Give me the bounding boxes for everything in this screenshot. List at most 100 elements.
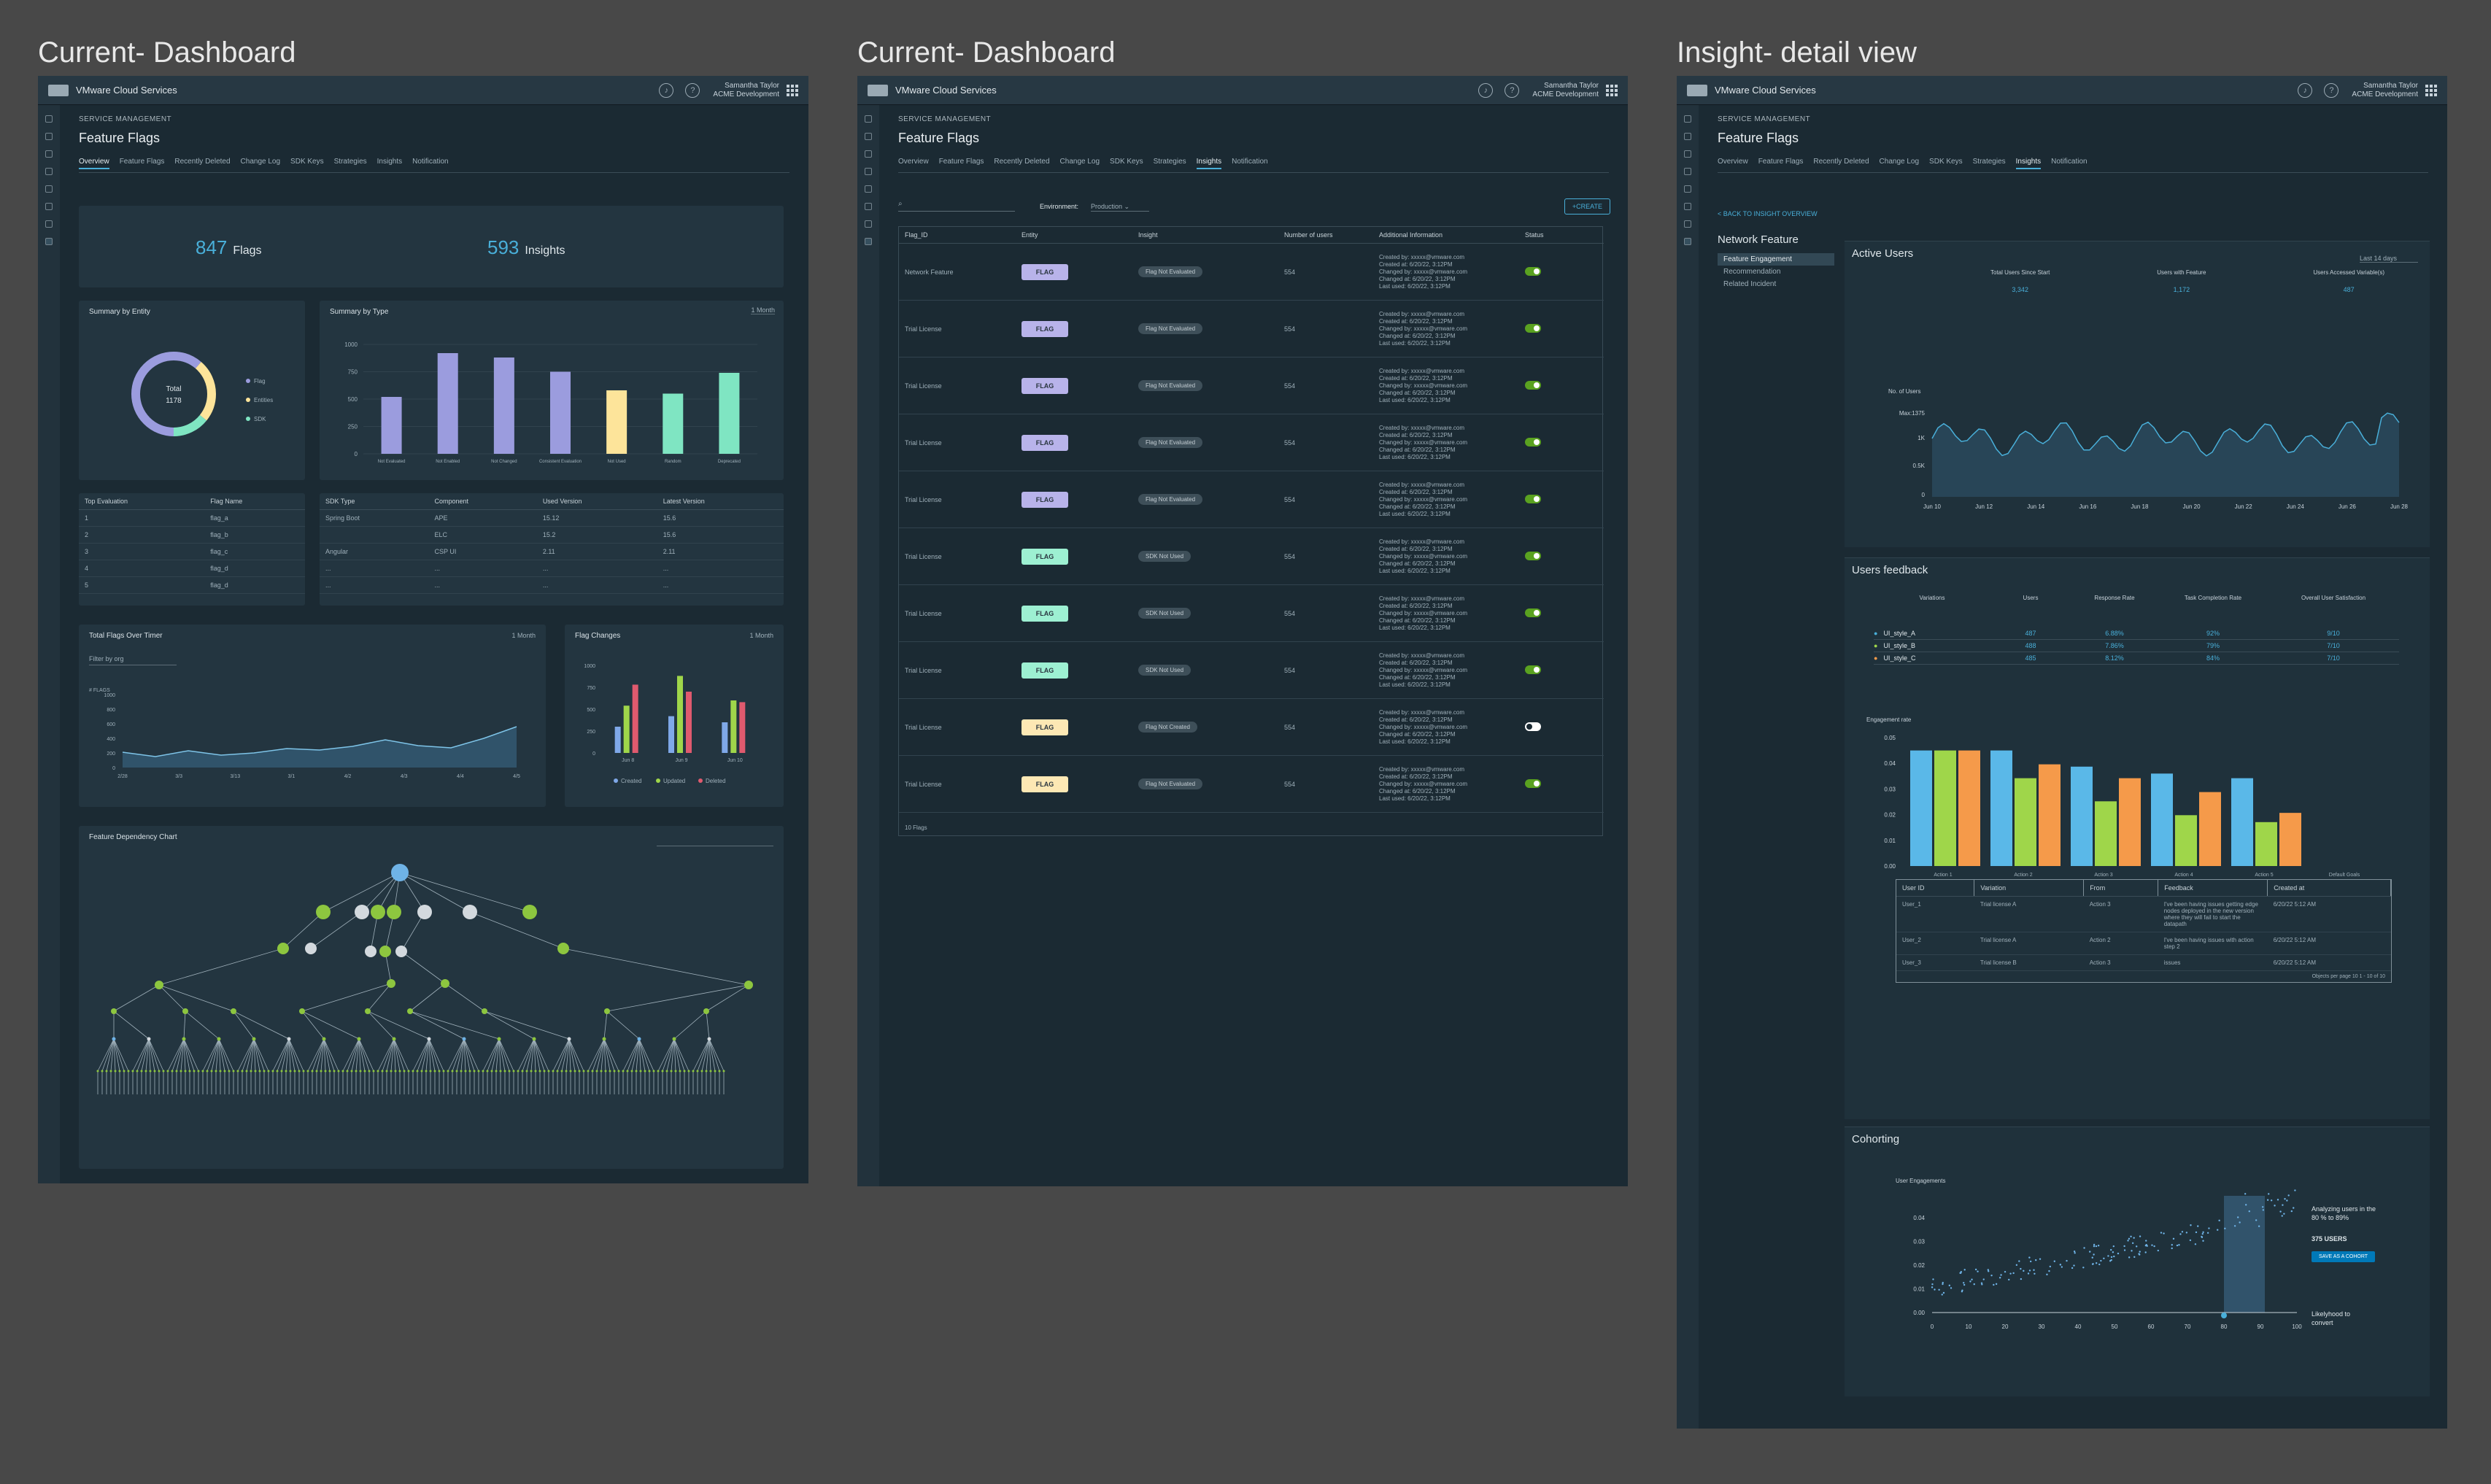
table-row[interactable]: Trial License FLAG SDK Not Used 554 Created … xyxy=(899,641,1604,699)
tab-feature-flags[interactable]: Feature Flags xyxy=(1758,158,1804,166)
rail-icon[interactable] xyxy=(45,115,53,123)
flag-id-link[interactable]: Trial License xyxy=(899,471,1016,528)
range-select[interactable]: 1 Month xyxy=(751,306,775,314)
table-row[interactable]: Trial License FLAG Flag Not Evaluated 554 Cr… xyxy=(899,755,1604,813)
tab-overview[interactable]: Overview xyxy=(79,158,109,169)
bell-icon[interactable]: ♪ xyxy=(1478,82,1494,98)
flag-id-link[interactable]: Trial License xyxy=(899,414,1016,471)
apps-grid-icon[interactable] xyxy=(1606,84,1618,96)
table-row[interactable]: 4 flag_d xyxy=(79,560,305,577)
users-link[interactable]: 554 xyxy=(1278,698,1373,756)
rail-icon[interactable] xyxy=(865,133,872,140)
table-row[interactable]: User_1 Trial license A Action 3 I've been h… xyxy=(1896,896,2391,932)
insight-pill[interactable]: Flag Not Evaluated xyxy=(1138,437,1203,448)
tab-recently-deleted[interactable]: Recently Deleted xyxy=(994,158,1050,166)
user-menu[interactable]: Samantha Taylor ACME Development xyxy=(2352,81,2418,98)
dependency-search-input[interactable] xyxy=(657,836,773,846)
tab-change-log[interactable]: Change Log xyxy=(1059,158,1100,166)
flag-id-link[interactable]: Trial License xyxy=(899,584,1016,642)
help-icon[interactable]: ? xyxy=(2324,82,2339,98)
status-toggle[interactable] xyxy=(1525,380,1541,390)
insight-pill[interactable]: SDK Not Used xyxy=(1138,551,1192,562)
table-row[interactable]: Network Feature FLAG Flag Not Evaluated 554… xyxy=(899,243,1604,301)
rail-icon[interactable] xyxy=(45,133,53,140)
users-link[interactable]: 554 xyxy=(1278,527,1373,585)
tab-insights[interactable]: Insights xyxy=(2015,158,2042,169)
table-row[interactable]: Trial License FLAG SDK Not Used 554 Created … xyxy=(899,584,1604,642)
users-link[interactable]: 554 xyxy=(1278,471,1373,528)
rail-icon[interactable] xyxy=(45,203,53,210)
tab-sdk-keys[interactable]: SDK Keys xyxy=(1110,158,1143,166)
flag-id-link[interactable]: Trial License xyxy=(899,357,1016,414)
flag-id-link[interactable]: Trial License xyxy=(899,755,1016,813)
nav-related-incident[interactable]: Related Incident xyxy=(1723,280,1777,288)
nav-feature-engagement[interactable]: Feature Engagement xyxy=(1718,253,1834,266)
rail-icon[interactable] xyxy=(1684,203,1691,210)
status-toggle[interactable] xyxy=(1525,323,1541,333)
flag-id-link[interactable]: Trial License xyxy=(899,698,1016,756)
table-row[interactable]: Trial License FLAG Flag Not Evaluated 554 Cr… xyxy=(899,357,1604,414)
rail-icon[interactable] xyxy=(865,168,872,175)
users-link[interactable]: 554 xyxy=(1278,300,1373,358)
rail-icon[interactable] xyxy=(1684,150,1691,158)
user-menu[interactable]: Samantha Taylor ACME Development xyxy=(1532,81,1599,98)
tab-feature-flags[interactable]: Feature Flags xyxy=(119,158,165,166)
status-toggle[interactable] xyxy=(1525,778,1541,788)
users-link[interactable]: 554 xyxy=(1278,584,1373,642)
status-toggle[interactable] xyxy=(1525,665,1541,674)
table-row[interactable]: User_2 Trial license A Action 2 I've been h… xyxy=(1896,932,2391,955)
rail-icon[interactable] xyxy=(1684,133,1691,140)
rail-icon-feature-flags[interactable] xyxy=(865,238,872,245)
rail-icon[interactable] xyxy=(45,185,53,193)
rail-icon[interactable] xyxy=(1684,168,1691,175)
flag-id-link[interactable]: Trial License xyxy=(899,527,1016,585)
help-icon[interactable]: ? xyxy=(1505,82,1520,98)
rail-icon[interactable] xyxy=(1684,185,1691,193)
status-toggle[interactable] xyxy=(1525,266,1541,276)
table-row[interactable]: Trial License FLAG Flag Not Evaluated 554 Cr… xyxy=(899,300,1604,358)
table-row[interactable]: Trial License FLAG Flag Not Evaluated 554 Cr… xyxy=(899,471,1604,528)
status-toggle[interactable] xyxy=(1525,608,1541,617)
table-row[interactable]: 2 flag_b xyxy=(79,526,305,544)
flag-id-link[interactable]: Network Feature xyxy=(899,243,1016,301)
insight-pill[interactable]: Flag Not Created xyxy=(1138,722,1197,733)
search-input[interactable]: ⌕ xyxy=(898,200,1015,212)
flag-id-link[interactable]: Trial License xyxy=(899,641,1016,699)
tab-recently-deleted[interactable]: Recently Deleted xyxy=(1813,158,1869,166)
users-link[interactable]: 554 xyxy=(1278,414,1373,471)
rail-icon[interactable] xyxy=(865,150,872,158)
tab-notification[interactable]: Notification xyxy=(2051,158,2088,166)
flag-link[interactable]: flag_b xyxy=(204,526,305,544)
status-toggle[interactable] xyxy=(1525,494,1541,503)
table-row[interactable]: 3 flag_c xyxy=(79,543,305,560)
nav-recommendation[interactable]: Recommendation xyxy=(1723,268,1781,276)
rail-icon[interactable] xyxy=(865,203,872,210)
status-toggle[interactable] xyxy=(1525,722,1541,731)
rail-icon[interactable] xyxy=(865,220,872,228)
tab-change-log[interactable]: Change Log xyxy=(1879,158,1920,166)
total-flags-range[interactable]: 1 Month xyxy=(511,632,536,639)
tab-strategies[interactable]: Strategies xyxy=(1972,158,2006,166)
tab-feature-flags[interactable]: Feature Flags xyxy=(938,158,984,166)
insight-pill[interactable]: Flag Not Evaluated xyxy=(1138,494,1203,505)
insight-pill[interactable]: Flag Not Evaluated xyxy=(1138,778,1203,789)
insight-pill[interactable]: Flag Not Evaluated xyxy=(1138,266,1203,277)
rail-icon-feature-flags[interactable] xyxy=(1684,238,1691,245)
tab-insights[interactable]: Insights xyxy=(376,158,403,166)
apps-grid-icon[interactable] xyxy=(787,84,798,96)
flag-link[interactable]: flag_d xyxy=(204,576,305,594)
insight-pill[interactable]: SDK Not Used xyxy=(1138,608,1192,619)
users-link[interactable]: 554 xyxy=(1278,755,1373,813)
rail-icon[interactable] xyxy=(865,115,872,123)
users-link[interactable]: 554 xyxy=(1278,641,1373,699)
pagination[interactable]: Objects per page 10 1 - 10 of 10 xyxy=(2312,974,2385,979)
rail-icon[interactable] xyxy=(1684,220,1691,228)
flag-link[interactable]: flag_d xyxy=(204,560,305,577)
tab-strategies[interactable]: Strategies xyxy=(333,158,367,166)
rail-icon[interactable] xyxy=(45,150,53,158)
apps-grid-icon[interactable] xyxy=(2425,84,2437,96)
flag-link[interactable]: flag_a xyxy=(204,509,305,527)
rail-icon[interactable] xyxy=(45,168,53,175)
rail-icon[interactable] xyxy=(45,220,53,228)
feedback-row[interactable]: ● UI_style_C 485 8.12% 84% 7/10 xyxy=(1874,652,2399,665)
